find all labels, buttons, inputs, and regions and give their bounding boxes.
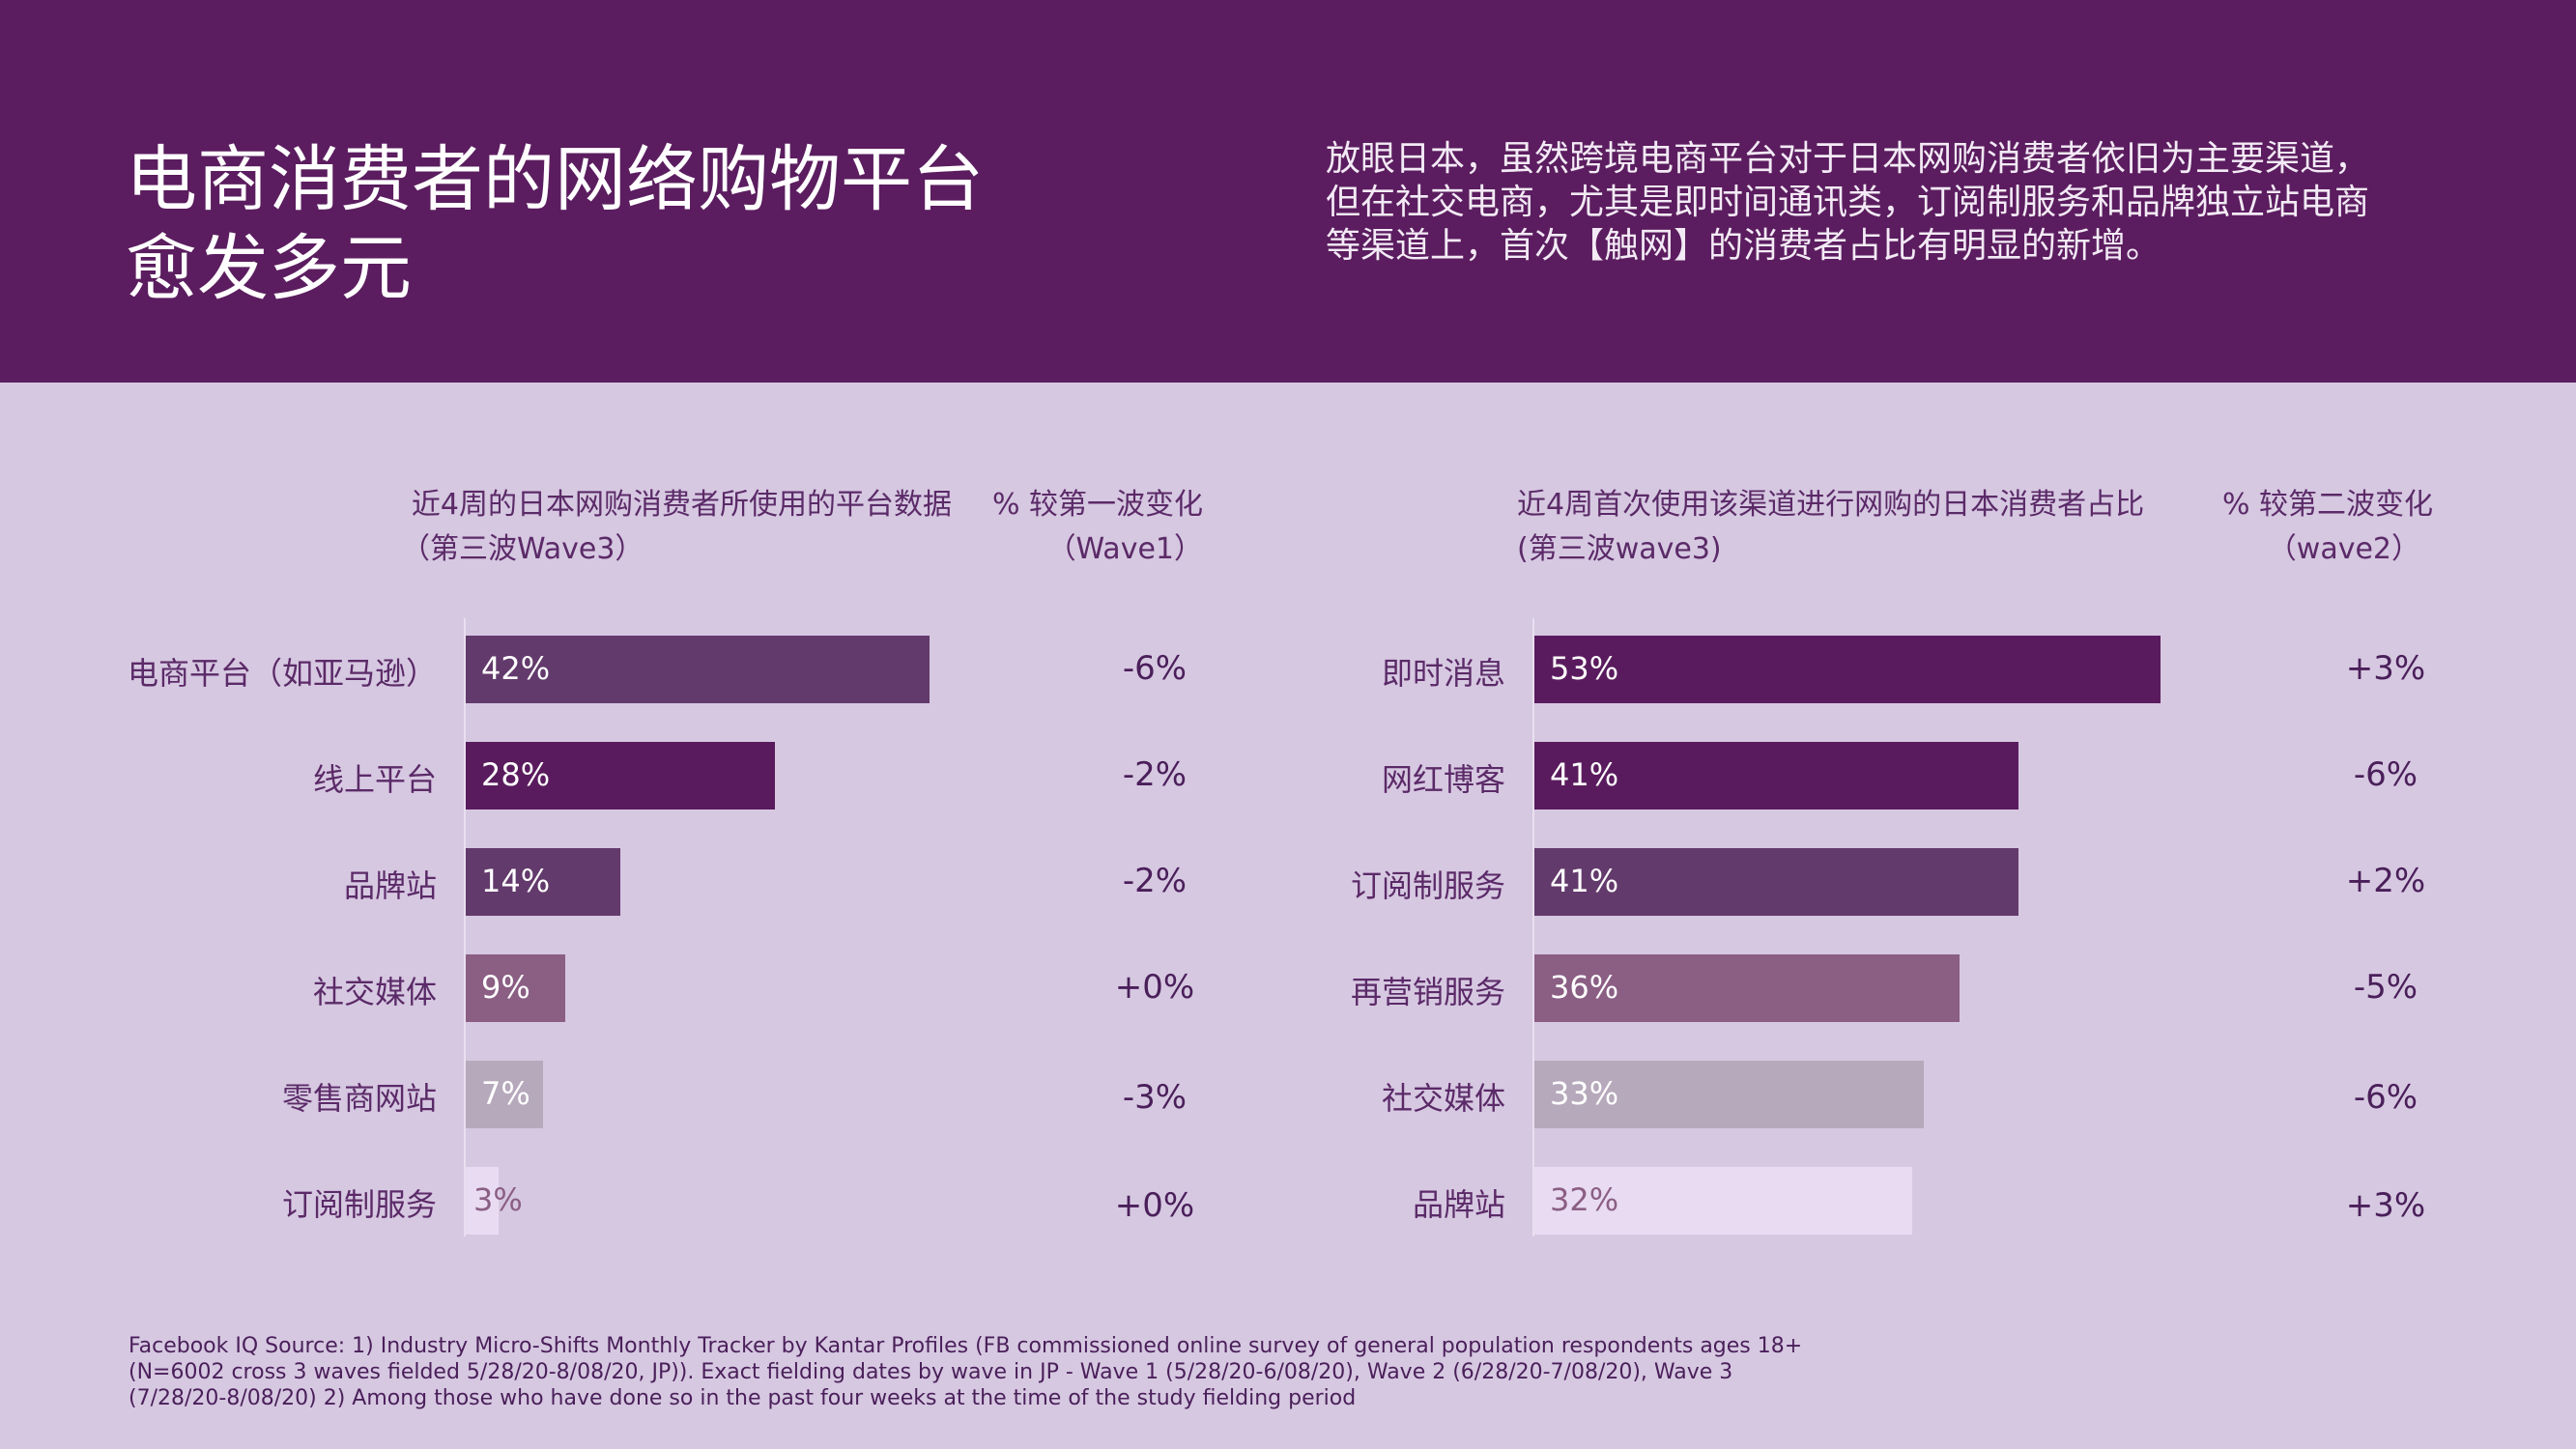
change-label: +3% [2345,1186,2426,1225]
change-label: +0% [1114,1186,1195,1225]
category-label: 品牌站 [343,867,437,904]
chart-left-rows: 电商平台（如亚马逊） 42% -6% 线上平台 28% -2% 品牌站 14% -2% 社交媒体 9… [0,454,1256,1285]
bar-value-label: 14% [481,863,551,899]
bar-value-label: 42% [481,650,551,687]
category-label: 社交媒体 [312,974,437,1010]
change-header-line: （wave2） [2267,532,2420,566]
chart-left-title-line: （第三波Wave3） [401,532,644,566]
change-label: -2% [1122,862,1188,900]
chart-left-axis [464,618,466,1236]
bar-value-label: 28% [481,756,551,793]
category-label: 再营销服务 [1350,974,1505,1010]
source-line: (N=6002 cross 3 waves fielded 5/28/20-8/… [129,1360,1733,1384]
chart-left: 近4周的日本网购消费者所使用的平台数据 （第三波Wave3） % 较第一波变化 … [0,454,1256,1285]
chart-right-title: 近4周首次使用该渠道进行网购的日本消费者占比 (第三波wave3) [1517,483,2271,572]
chart-right-title-line: 近4周首次使用该渠道进行网购的日本消费者占比 [1517,488,2145,522]
bar-value-label: 53% [1550,650,1619,687]
bar [466,954,565,1022]
bar [466,742,775,810]
page-title-line: 电商消费者的网络购物平台 [126,138,984,221]
summary-line: 放眼日本，虽然跨境电商平台对于日本网购消费者依旧为主要渠道， [1326,139,2370,179]
bar [1534,954,1960,1022]
chart-right-change-header: % 较第二波变化 （wave2） [2222,483,2434,572]
bar [466,1167,499,1235]
category-label: 零售商网站 [281,1080,437,1117]
summary-text: 放眼日本，虽然跨境电商平台对于日本网购消费者依旧为主要渠道， 但在社交电商，尤其… [1326,137,2485,268]
bar [1534,848,2018,916]
bar [1534,1167,1912,1235]
change-header-line: % 较第一波变化 [991,488,1203,522]
change-header-line: % 较第二波变化 [2222,488,2434,522]
change-label: -2% [1122,755,1188,794]
source-line: (7/28/20-8/08/20) 2) Among those who hav… [129,1386,1357,1410]
category-label: 社交媒体 [1381,1080,1505,1117]
change-label: -6% [2353,1078,2419,1117]
category-label: 品牌站 [1412,1186,1505,1223]
change-label: +2% [2345,862,2426,900]
change-label: -5% [2353,968,2419,1007]
change-label: +3% [2345,649,2426,688]
category-label: 电商平台（如亚马逊） [127,655,437,692]
chart-right-rows: 即时消息 53% +3% 网红博客 41% -6% 订阅制服务 41% +2% 再营销服务 36% -… [1256,454,2512,1285]
summary-line: 等渠道上，首次【触网】的消费者占比有明显的新增。 [1326,226,2161,266]
change-label: -6% [2353,755,2419,794]
page-title-line: 愈发多元 [126,227,412,310]
category-label: 线上平台 [312,761,437,798]
category-label: 订阅制服务 [1350,867,1505,904]
bar-value-label: 3% [473,1181,523,1218]
bar-value-label: 36% [1550,969,1619,1006]
source-footnote: Facebook IQ Source: 1) Industry Micro-Sh… [129,1333,1868,1411]
source-line: Facebook IQ Source: 1) Industry Micro-Sh… [129,1334,1803,1358]
chart-left-change-header: % 较第一波变化 （Wave1） [966,483,1203,572]
page-title: 电商消费者的网络购物平台 愈发多元 [126,135,1092,313]
category-label: 即时消息 [1381,655,1505,692]
chart-right-title-line: (第三波wave3) [1517,532,1722,566]
bar [466,848,620,916]
bar-value-label: 33% [1550,1075,1619,1112]
bar-value-label: 7% [481,1075,530,1112]
bar-value-label: 32% [1550,1181,1619,1218]
change-header-line: （Wave1） [1046,532,1203,566]
change-label: +0% [1114,968,1195,1007]
bar [466,636,930,703]
bar [1534,1061,1924,1128]
bar [466,1061,543,1128]
chart-left-title: 近4周的日本网购消费者所使用的平台数据 （第三波Wave3） [290,483,952,572]
summary-line: 但在社交电商，尤其是即时间通讯类，订阅制服务和品牌独立站电商 [1326,183,2370,222]
header-banner: 电商消费者的网络购物平台 愈发多元 放眼日本，虽然跨境电商平台对于日本网购消费者… [0,0,2576,383]
chart-left-title-line: 近4周的日本网购消费者所使用的平台数据 [411,488,952,522]
category-label: 网红博客 [1381,761,1505,798]
bar-value-label: 41% [1550,756,1619,793]
category-label: 订阅制服务 [281,1186,437,1223]
bar-value-label: 9% [481,969,530,1006]
change-label: -3% [1122,1078,1188,1117]
chart-right: 近4周首次使用该渠道进行网购的日本消费者占比 (第三波wave3) % 较第二波… [1256,454,2512,1285]
change-label: -6% [1122,649,1188,688]
bar [1534,636,2161,703]
bar [1534,742,2018,810]
bar-value-label: 41% [1550,863,1619,899]
chart-right-axis [1532,618,1534,1236]
